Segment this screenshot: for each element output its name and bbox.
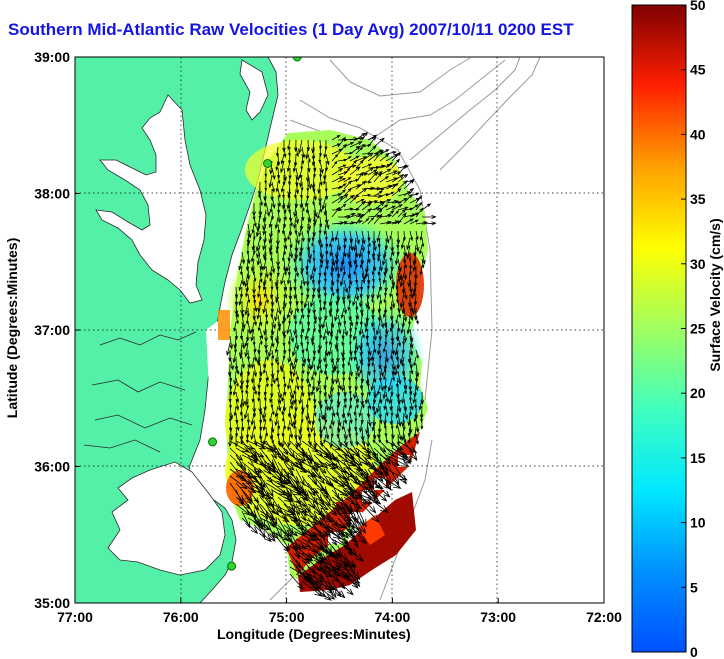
station-hatteras (227, 561, 237, 571)
pamlico-sound (107, 461, 226, 576)
station-north (292, 57, 302, 62)
y-tick-label: 36:00 (34, 459, 70, 475)
colorbar-tick-label: 5 (690, 579, 698, 595)
colorbar-tick-label: 40 (690, 126, 706, 142)
chesapeake-bay (95, 94, 207, 304)
coastal-gap (206, 318, 226, 410)
station-outer-banks (208, 437, 218, 447)
velocity-vectors (226, 131, 437, 601)
colorbar-tick-label: 25 (690, 321, 706, 337)
rivers (83, 331, 197, 453)
delaware-bay (239, 59, 269, 121)
x-axis-ticks: 77:00 76:00 75:00 74:00 73:00 72:00 (57, 598, 622, 625)
colorbar-tick-label: 45 (690, 62, 706, 78)
y-tick-label: 38:00 (34, 186, 70, 202)
x-tick-label: 74:00 (374, 609, 410, 625)
colorbar-tick-label: 35 (690, 191, 706, 207)
station-delmarva (263, 158, 273, 168)
map-title: Southern Mid-Atlantic Raw Velocities (1 … (8, 20, 574, 39)
colorbar-tick-label: 30 (690, 256, 706, 272)
colorbar-tick-label: 20 (690, 385, 706, 401)
colorbar-tick-label: 10 (690, 515, 706, 531)
x-tick-label: 73:00 (480, 609, 516, 625)
x-tick-label: 72:00 (586, 609, 622, 625)
x-tick-label: 77:00 (57, 609, 93, 625)
colorbar-tick-label: 15 (690, 450, 706, 466)
x-tick-label: 76:00 (163, 609, 199, 625)
y-axis-ticks: 39:00 38:00 37:00 36:00 35:00 (34, 49, 80, 611)
colorbar-tick-label: 50 (690, 0, 706, 13)
y-tick-label: 35:00 (34, 595, 70, 611)
y-tick-label: 37:00 (34, 322, 70, 338)
x-tick-label: 75:00 (269, 609, 305, 625)
colorbar (631, 4, 687, 653)
x-axis-label: Longitude (Degrees:Minutes) (217, 626, 411, 642)
hf-radar-stations (208, 57, 302, 571)
y-tick-label: 39:00 (34, 49, 70, 65)
colorbar-tick-label: 0 (690, 644, 698, 659)
